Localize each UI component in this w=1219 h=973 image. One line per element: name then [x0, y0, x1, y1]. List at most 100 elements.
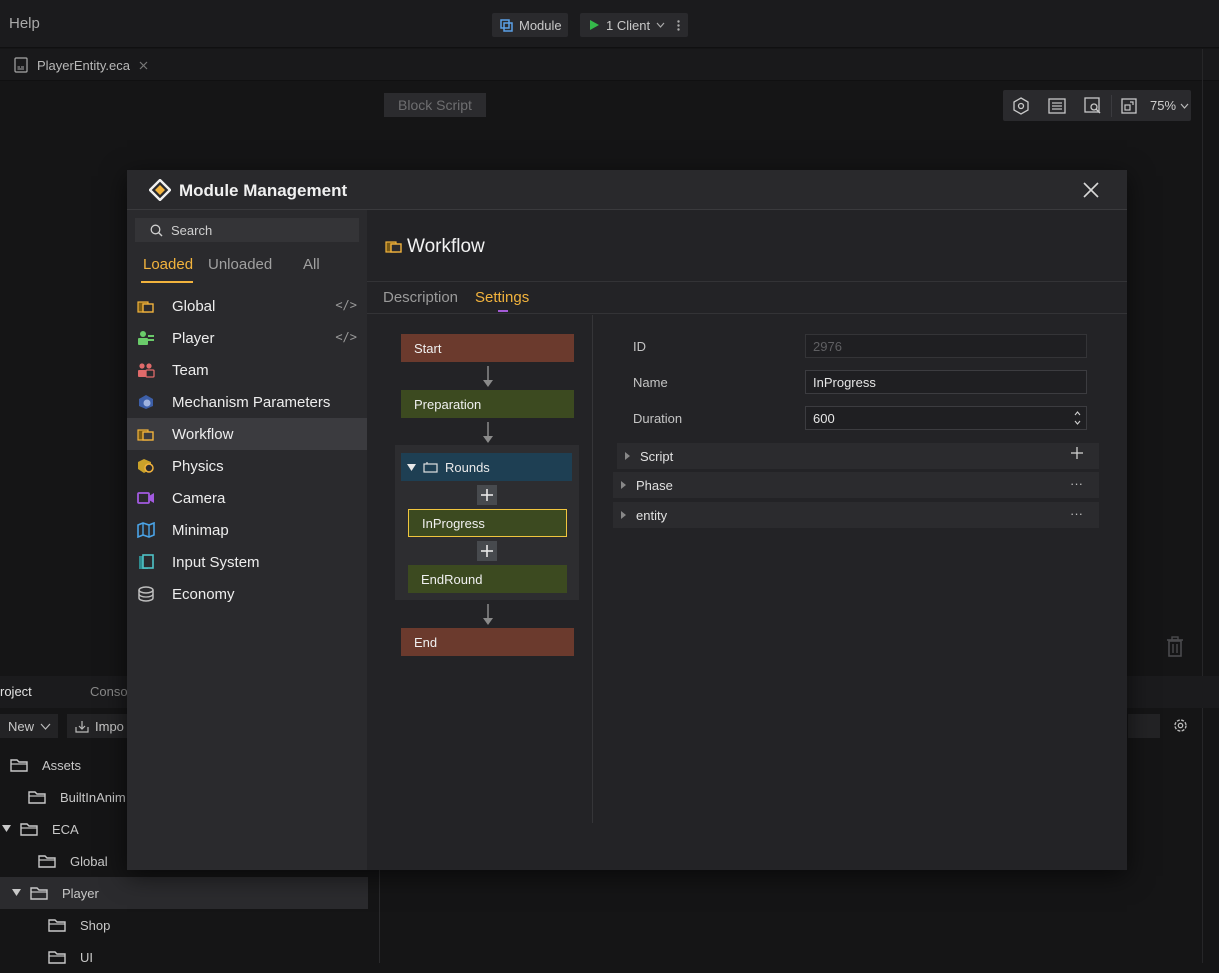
flow-node-end[interactable]: End — [401, 628, 574, 656]
module-item-mechanism-parameters[interactable]: Mechanism Parameters — [127, 386, 367, 418]
import-button[interactable]: Impo — [67, 714, 137, 738]
flow-arrow-icon — [482, 604, 494, 626]
rounds-header[interactable]: Rounds — [401, 453, 572, 481]
flow-node-in-progress[interactable]: InProgress — [408, 509, 567, 537]
duration-stepper[interactable]: 600 — [805, 406, 1087, 430]
player-module-icon — [137, 330, 155, 346]
tab-loaded[interactable]: Loaded — [143, 256, 194, 273]
tab-all[interactable]: All — [303, 256, 320, 273]
flow-node-start[interactable]: Start — [401, 334, 574, 362]
tree-item-global[interactable]: Global — [0, 845, 368, 877]
asset-search-input[interactable] — [1128, 714, 1160, 738]
section-phase-label: Phase — [636, 477, 673, 493]
module-item-global[interactable]: Global </> — [127, 290, 367, 322]
tab-project[interactable]: roject — [0, 684, 32, 699]
gear-icon[interactable] — [1172, 717, 1189, 734]
module-item-workflow[interactable]: Workflow — [127, 418, 367, 450]
menu-help[interactable]: Help — [9, 15, 40, 32]
module-list: Global </> Player </> Team Mechanism Paramete… — [127, 290, 367, 610]
id-field: 2976 — [805, 334, 1087, 358]
module-sidebar: Search Loaded Unloaded All Global </> Play… — [127, 210, 367, 870]
duration-label: Duration — [633, 411, 683, 426]
folder-icon — [48, 918, 66, 932]
code-view-icon[interactable]: </> — [335, 298, 357, 312]
module-item-label: Workflow — [172, 425, 234, 443]
workflow-diagram: Start Preparation Rounds InProgress EndR… — [367, 315, 593, 823]
module-icon — [500, 18, 513, 32]
module-item-label: Input System — [172, 553, 260, 571]
new-button[interactable]: New — [0, 714, 58, 738]
module-item-input-system[interactable]: Input System — [127, 546, 367, 578]
tab-description[interactable]: Description — [383, 289, 459, 306]
tab-settings[interactable]: Settings — [475, 289, 530, 306]
folder-icon — [28, 790, 46, 804]
section-entity[interactable]: entity ··· — [613, 502, 1099, 528]
expand-triangle-icon[interactable] — [407, 463, 416, 471]
run-client-button[interactable]: 1 Client — [580, 13, 688, 37]
flow-node-preparation[interactable]: Preparation — [401, 390, 574, 418]
dialog-title: Module Management — [179, 181, 348, 200]
section-script[interactable]: Script — [617, 443, 1099, 469]
close-icon[interactable] — [1081, 180, 1101, 200]
module-item-minimap[interactable]: Minimap — [127, 514, 367, 546]
file-tab-row — [0, 49, 1219, 81]
tree-item-shop[interactable]: Shop — [0, 909, 368, 941]
module-item-label: Minimap — [172, 521, 229, 539]
stepper-arrows-icon[interactable] — [1074, 410, 1081, 426]
module-filter-tabs: Loaded Unloaded All — [127, 256, 367, 284]
trash-icon[interactable] — [1165, 636, 1185, 658]
add-phase-button[interactable] — [477, 541, 497, 561]
chevron-down-icon[interactable] — [656, 22, 665, 28]
more-options-icon[interactable]: ··· — [1070, 476, 1083, 491]
module-item-physics[interactable]: Physics — [127, 450, 367, 482]
workflow-icon — [137, 426, 155, 442]
module-item-team[interactable]: Team — [127, 354, 367, 386]
list-view-icon[interactable] — [1039, 90, 1075, 121]
add-phase-button[interactable] — [477, 485, 497, 505]
flow-arrow-icon — [482, 422, 494, 444]
module-management-dialog: Module Management Search Loaded Unloaded… — [127, 170, 1127, 870]
module-item-player[interactable]: Player </> — [127, 322, 367, 354]
module-item-label: Camera — [172, 489, 226, 507]
module-search-input[interactable]: Search — [135, 218, 359, 242]
flow-node-end-round[interactable]: EndRound — [408, 565, 567, 593]
module-item-label: Team — [172, 361, 209, 379]
section-phase[interactable]: Phase ··· — [613, 472, 1099, 498]
section-script-label: Script — [640, 448, 674, 464]
tree-item-label: ECA — [52, 822, 79, 837]
folder-icon — [20, 822, 38, 836]
more-vertical-icon[interactable] — [677, 19, 680, 31]
phase-properties: ID 2976 Name InProgress Duration 600 Scr… — [593, 315, 1127, 823]
more-options-icon[interactable]: ··· — [1070, 506, 1083, 521]
file-tab[interactable]: PlayerEntity.eca — [14, 57, 148, 73]
tree-item-assets[interactable]: Assets — [0, 749, 368, 781]
zoom-dropdown[interactable]: 75% — [1150, 98, 1189, 113]
tree-item-builtinanim[interactable]: BuiltInAnim — [0, 781, 368, 813]
tree-item-ui[interactable]: UI — [0, 941, 368, 973]
expand-arrow-icon — [621, 511, 626, 519]
expand-triangle-icon[interactable] — [12, 889, 21, 896]
search-view-icon[interactable] — [1075, 90, 1111, 121]
tree-item-eca[interactable]: ECA — [0, 813, 368, 845]
add-script-icon[interactable] — [1071, 447, 1083, 459]
fit-view-icon[interactable] — [1112, 90, 1146, 121]
module-item-label: Economy — [172, 585, 235, 603]
module-item-label: Mechanism Parameters — [172, 393, 331, 411]
focus-icon[interactable] — [1003, 90, 1039, 121]
new-button-label: New — [8, 718, 35, 734]
expand-triangle-icon[interactable] — [2, 825, 11, 832]
module-item-economy[interactable]: Economy — [127, 578, 367, 610]
tree-item-player[interactable]: Player — [0, 877, 368, 909]
client-count-label: 1 Client — [606, 17, 651, 33]
tab-unloaded[interactable]: Unloaded — [208, 256, 273, 273]
tree-item-label: BuiltInAnim — [60, 790, 126, 805]
tree-item-label: Player — [62, 886, 99, 901]
code-view-icon[interactable]: </> — [335, 330, 357, 344]
tab-console[interactable]: Conso — [90, 684, 128, 699]
view-toolbar: 75% — [1003, 90, 1191, 121]
close-tab-icon[interactable] — [139, 61, 148, 70]
module-item-camera[interactable]: Camera — [127, 482, 367, 514]
block-script-button[interactable]: Block Script — [384, 93, 486, 117]
module-button[interactable]: Module — [492, 13, 568, 37]
name-field[interactable]: InProgress — [805, 370, 1087, 394]
